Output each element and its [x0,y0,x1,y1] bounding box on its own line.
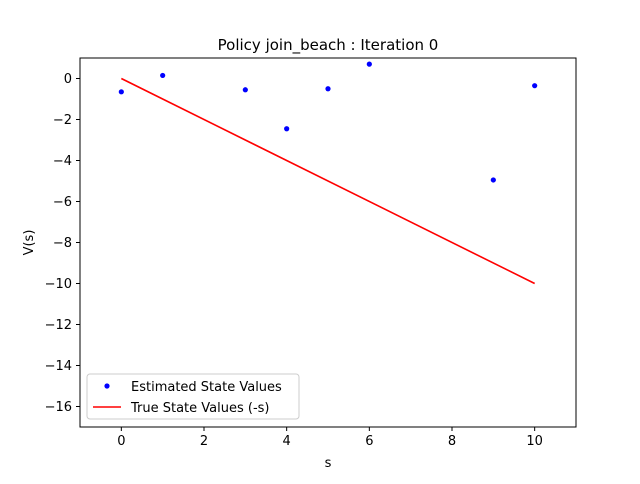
estimated-point-2 [242,87,248,93]
estimated-point-4 [325,86,331,92]
y-tick-label-6: −12 [45,318,72,333]
x-tick-label-4: 8 [448,434,456,449]
x-tick-label-5: 10 [526,434,543,449]
y-tick-label-1: −2 [53,113,72,128]
y-tick-label-5: −10 [45,277,72,292]
y-tick-label-8: −16 [45,400,72,415]
y-tick-label-2: −4 [53,154,72,169]
estimated-point-6 [490,177,496,183]
chart-title: Policy join_beach : Iteration 0 [218,36,439,55]
y-tick-label-4: −8 [53,236,72,251]
legend: Estimated State Values True State Values… [86,373,300,420]
y-tick-label-0: 0 [64,72,72,87]
estimated-point-1 [160,72,166,79]
y-axis-label: V(s) [22,230,37,256]
estimated-point-3 [284,126,290,132]
x-tick-label-3: 6 [365,434,373,449]
estimated-point-7 [532,83,538,89]
y-tick-label-3: −6 [53,195,72,210]
x-axis-label: s [325,456,332,471]
true-values-line [120,77,536,285]
legend-marker-estimated [104,383,110,389]
legend-label-estimated: Estimated State Values [131,380,282,395]
x-tick-label-1: 2 [200,434,208,449]
plot-marks [118,61,538,285]
x-axis-ticks: 0 2 4 6 8 10 [117,427,543,449]
legend-label-true: True State Values (-s) [130,401,270,416]
y-tick-label-7: −14 [45,359,72,374]
estimated-point-0 [118,89,124,95]
estimated-point-5 [366,61,372,67]
x-tick-label-0: 0 [117,434,125,449]
y-axis-ticks: 0 −2 −4 −6 −8 −10 −12 −14 −16 [45,72,80,415]
x-tick-label-2: 4 [283,434,291,449]
legend-box [86,373,300,420]
